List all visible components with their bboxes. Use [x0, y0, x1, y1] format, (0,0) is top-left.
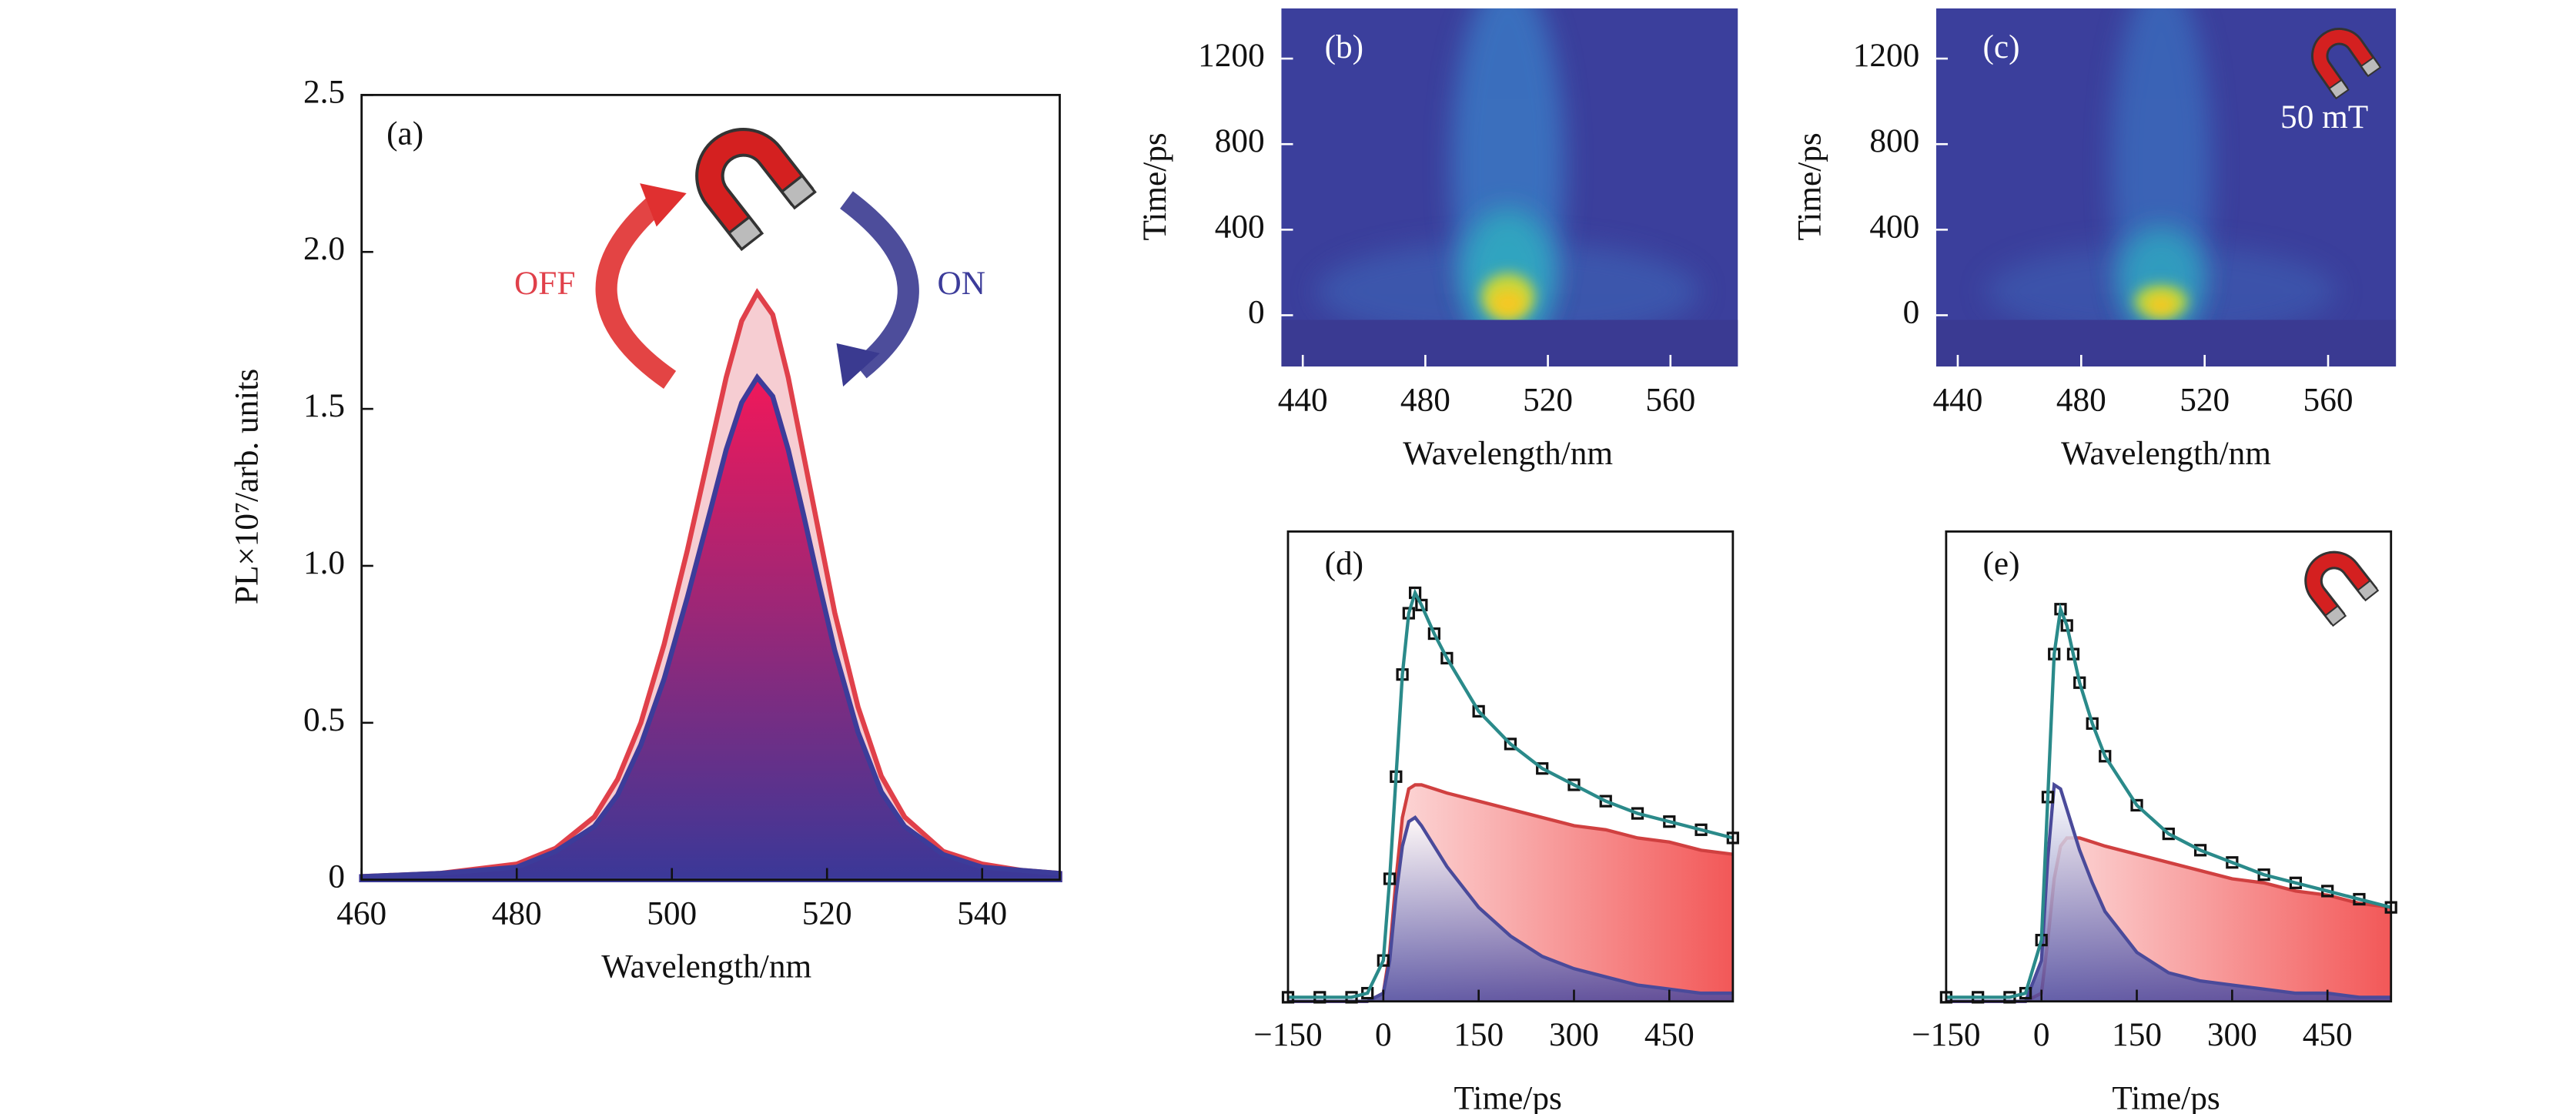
heatmap-image	[1281, 8, 1738, 367]
x-tick-label: 480	[1400, 382, 1450, 419]
y-tick-label: 1.0	[303, 544, 345, 581]
y-tick-label: 0.5	[303, 701, 345, 738]
plot-frame	[1286, 530, 1735, 1003]
panel-label: (e)	[1982, 545, 2019, 582]
x-tick-label: 150	[1454, 1016, 1504, 1053]
data-point	[2193, 844, 2207, 857]
x-tick-label: 520	[2180, 382, 2230, 419]
y-tick-label: 1200	[1198, 37, 1265, 74]
x-axis-label: Wavelength/nm	[2061, 435, 2271, 472]
y-axis-label: Time/ps	[1791, 132, 1828, 240]
x-axis-label: Wavelength/nm	[601, 948, 811, 985]
y-tick-label: 0	[328, 858, 345, 895]
component-line	[1945, 781, 2391, 1003]
x-axis-label: Time/ps	[2112, 1079, 2220, 1114]
x-tick-label: 560	[1645, 382, 1695, 419]
x-tick-label: 300	[2207, 1016, 2257, 1053]
fit-line	[1945, 602, 2392, 999]
magnet-icon	[695, 128, 817, 252]
panel-label: (a)	[386, 115, 423, 152]
component-fill	[1945, 784, 2391, 1002]
x-tick-label: 150	[2112, 1016, 2162, 1053]
y-tick-label: 2.5	[303, 73, 345, 110]
x-tick-label: 480	[492, 895, 542, 932]
data-point	[1536, 762, 1549, 775]
magnet-icon	[2311, 28, 2382, 100]
x-tick-label: 540	[957, 895, 1007, 932]
y-tick-label: 400	[1215, 208, 1265, 245]
x-tick-label: 440	[1932, 382, 1982, 419]
data-point	[2162, 827, 2175, 841]
plot-frame	[1945, 530, 2393, 1003]
panel-label: (c)	[1982, 28, 2019, 65]
x-tick-label: 450	[1644, 1016, 1694, 1053]
y-tick-label: 800	[1215, 122, 1265, 159]
component-fill	[1288, 817, 1733, 1002]
x-tick-label: −150	[1912, 1016, 1980, 1053]
data-point	[2226, 856, 2239, 869]
y-tick-label: 800	[1869, 122, 1919, 159]
x-tick-label: 520	[1523, 382, 1573, 419]
x-tick-label: 0	[1375, 1016, 1392, 1053]
data-point	[1504, 738, 1517, 751]
x-tick-label: 460	[336, 895, 386, 932]
panel-label: (b)	[1325, 28, 1363, 65]
plot-frame	[360, 93, 1061, 881]
switch-arrows	[595, 183, 919, 389]
y-axis-label: Time/ps	[1136, 132, 1173, 240]
x-tick-label: −150	[1253, 1016, 1322, 1053]
x-tick-label: 440	[1278, 382, 1328, 419]
data-point	[2099, 750, 2112, 763]
data-point	[1472, 704, 1485, 718]
x-axis-label: Time/ps	[1454, 1079, 1562, 1114]
x-tick-label: 0	[2033, 1016, 2050, 1053]
fit-line	[1287, 588, 1734, 999]
y-tick-label: 0	[1248, 293, 1265, 330]
x-tick-label: 480	[2056, 382, 2106, 419]
panel-label: (d)	[1325, 545, 1363, 582]
y-tick-label: 1.5	[303, 387, 345, 424]
y-tick-label: 1200	[1853, 37, 1920, 74]
y-axis-label: PL×10⁷/arb. units	[229, 369, 266, 604]
series-label: OFF	[514, 265, 575, 302]
data-point	[1567, 778, 1581, 791]
y-tick-label: 400	[1869, 208, 1919, 245]
series-label: ON	[938, 265, 986, 302]
spectrum-area	[359, 373, 1062, 882]
data-point	[1415, 598, 1428, 612]
heatmap-image	[1935, 8, 2397, 367]
x-tick-label: 300	[1549, 1016, 1599, 1053]
y-tick-label: 0	[1903, 293, 1920, 330]
y-tick-label: 2.0	[303, 230, 345, 267]
data-point	[1440, 651, 1454, 665]
data-point	[2130, 798, 2143, 812]
x-tick-label: 560	[2303, 382, 2354, 419]
component-line	[1287, 815, 1733, 1003]
data-point	[1427, 627, 1440, 641]
x-axis-label: Wavelength/nm	[1403, 435, 1613, 472]
x-tick-label: 450	[2303, 1016, 2353, 1053]
annotation: 50 mT	[2280, 99, 2368, 135]
data-point	[1599, 795, 1612, 808]
x-tick-label: 500	[647, 895, 697, 932]
magnet-icon	[2304, 550, 2380, 627]
x-tick-label: 520	[802, 895, 852, 932]
